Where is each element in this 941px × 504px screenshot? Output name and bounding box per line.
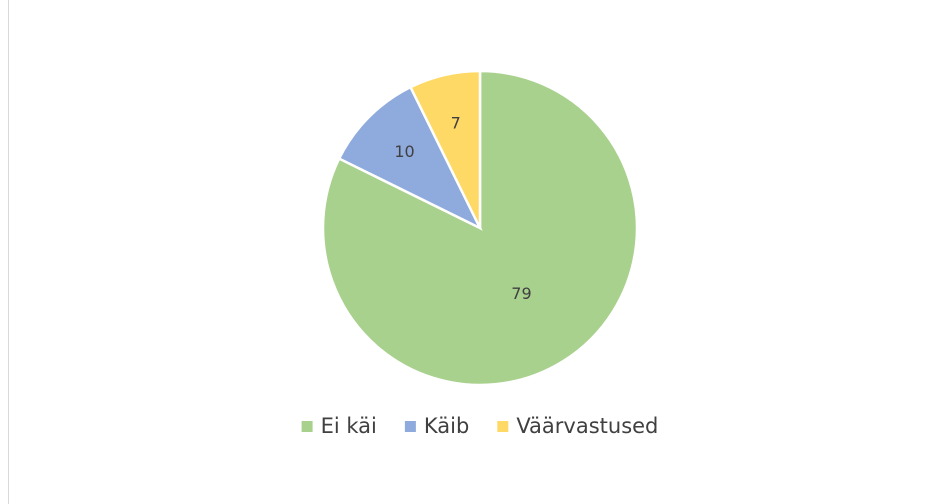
pie-slice xyxy=(321,69,639,387)
data-label: 10 xyxy=(394,142,414,161)
pie-slice xyxy=(337,85,483,231)
data-label: 79 xyxy=(511,284,531,303)
data-label: 7 xyxy=(451,114,461,133)
legend-swatch xyxy=(301,421,313,432)
legend-swatch xyxy=(497,421,509,432)
legend-label: Käib xyxy=(424,414,469,438)
legend-label: Ei käi xyxy=(321,414,377,438)
legend-swatch xyxy=(404,421,416,432)
pie-slice xyxy=(408,69,482,229)
legend-label: Väärvastused xyxy=(516,414,658,438)
